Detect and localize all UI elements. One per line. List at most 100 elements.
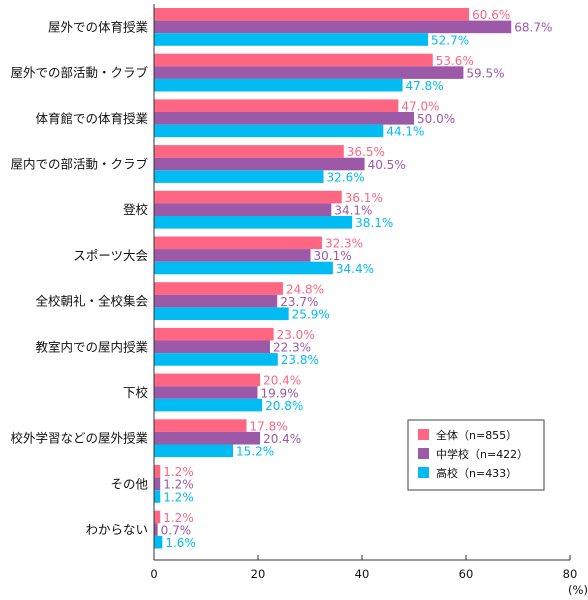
bar	[154, 20, 512, 34]
category-label: 体育館での体育授業	[35, 111, 148, 126]
bar	[154, 373, 261, 387]
category-label: 屋外での体育授業	[48, 19, 149, 34]
bar	[154, 353, 278, 366]
x-unit-label: (%)	[568, 583, 588, 597]
bar	[154, 431, 261, 445]
data-label: 53.6%	[436, 54, 474, 68]
data-label: 32.6%	[327, 170, 365, 184]
bar	[154, 510, 161, 524]
data-label: 1.2%	[163, 465, 194, 479]
bars-layer: 60.6% 68.7% 52.7% 53.6%59.5% 47.8% 47.0%50.0%…	[154, 8, 552, 550]
legend-label: 中学校（n=422）	[436, 447, 528, 461]
data-label: 38.1%	[355, 216, 393, 230]
bar	[154, 99, 399, 112]
category-label: 屋外での部活動・クラブ	[10, 65, 148, 80]
category-label: 教室内での屋内授業	[35, 339, 148, 354]
data-label: 1.6%	[165, 536, 196, 550]
bar	[154, 53, 433, 67]
x-tick-label: 80	[563, 567, 578, 581]
bar	[154, 282, 283, 295]
bar	[154, 261, 333, 275]
bar	[154, 249, 311, 262]
data-label: 20.4%	[263, 374, 301, 388]
category-label: その他	[110, 476, 148, 491]
data-label: 0.7%	[161, 523, 192, 537]
x-tick-label: 40	[355, 567, 370, 581]
data-label: 19.9%	[260, 386, 298, 400]
data-label: 59.5%	[466, 66, 504, 80]
legend-label: 全体（n=855）	[436, 428, 517, 442]
data-label: 24.8%	[286, 282, 324, 296]
category-label: 全校朝礼・全校集会	[35, 294, 148, 309]
bar	[154, 236, 322, 250]
data-label: 68.7%	[514, 21, 552, 35]
bar	[154, 419, 247, 432]
data-label: 23.0%	[277, 328, 315, 342]
data-label: 23.8%	[281, 353, 319, 367]
legend-label: 高校（n=433）	[436, 466, 517, 480]
data-label: 40.5%	[368, 158, 406, 172]
bar	[154, 294, 278, 308]
data-label: 36.5%	[347, 145, 385, 159]
data-label: 60.6%	[472, 8, 510, 22]
bar	[154, 398, 263, 412]
bar	[154, 523, 158, 536]
bar	[154, 386, 258, 399]
data-label: 44.1%	[386, 125, 424, 139]
category-label: 屋内での部活動・クラブ	[10, 157, 148, 172]
bar	[154, 216, 353, 229]
data-label: 47.8%	[406, 79, 444, 93]
bar	[154, 124, 384, 138]
legend-swatch	[418, 448, 429, 459]
bar	[154, 112, 414, 125]
data-label: 23.7%	[280, 295, 318, 309]
data-label: 34.4%	[336, 262, 374, 276]
x-axis: 0 20 40 60 80 (%)	[150, 4, 588, 597]
bar	[154, 465, 161, 478]
data-label: 50.0%	[417, 112, 455, 126]
data-label: 1.2%	[163, 511, 194, 525]
data-label: 22.3%	[273, 341, 311, 355]
bar	[154, 444, 234, 458]
category-label: わからない	[85, 522, 148, 537]
bar	[154, 66, 464, 79]
bar	[154, 8, 470, 21]
category-labels: 屋外での体育授業屋外での部活動・クラブ体育館での体育授業屋内での部活動・クラブ登…	[10, 19, 148, 537]
data-label: 32.3%	[325, 237, 363, 251]
category-label: 校外学習などの屋外授業	[10, 431, 148, 446]
legend-swatch	[418, 429, 429, 440]
bar	[154, 190, 342, 204]
bar	[154, 170, 324, 183]
x-tick-label: 0	[150, 567, 157, 581]
bar	[154, 203, 332, 216]
data-label: 36.1%	[345, 191, 383, 205]
bar	[154, 477, 161, 491]
bar	[154, 340, 270, 354]
data-label: 15.2%	[236, 445, 274, 459]
data-label: 25.9%	[292, 308, 330, 322]
data-label: 20.8%	[265, 399, 303, 413]
data-label: 34.1%	[334, 204, 372, 218]
legend-swatch	[418, 467, 429, 478]
bar	[154, 307, 289, 320]
data-label: 1.2%	[163, 478, 194, 492]
x-tick-label: 20	[251, 567, 266, 581]
data-label: 30.1%	[314, 249, 352, 263]
bar	[154, 327, 274, 341]
legend: 全体（n=855） 中学校（n=422） 高校（n=433）	[407, 419, 545, 491]
bar	[154, 145, 344, 158]
data-label: 52.7%	[431, 33, 469, 47]
data-label: 17.8%	[250, 419, 288, 433]
data-label: 20.4%	[263, 432, 301, 446]
legend-box	[407, 419, 545, 491]
category-label: 登校	[123, 202, 149, 217]
bar	[154, 78, 403, 92]
bar	[154, 33, 429, 46]
bar	[154, 535, 163, 549]
category-label: 下校	[123, 385, 149, 400]
bar	[154, 157, 365, 171]
bar	[154, 490, 161, 503]
category-label: スポーツ大会	[73, 248, 148, 263]
data-label: 47.0%	[401, 100, 439, 114]
